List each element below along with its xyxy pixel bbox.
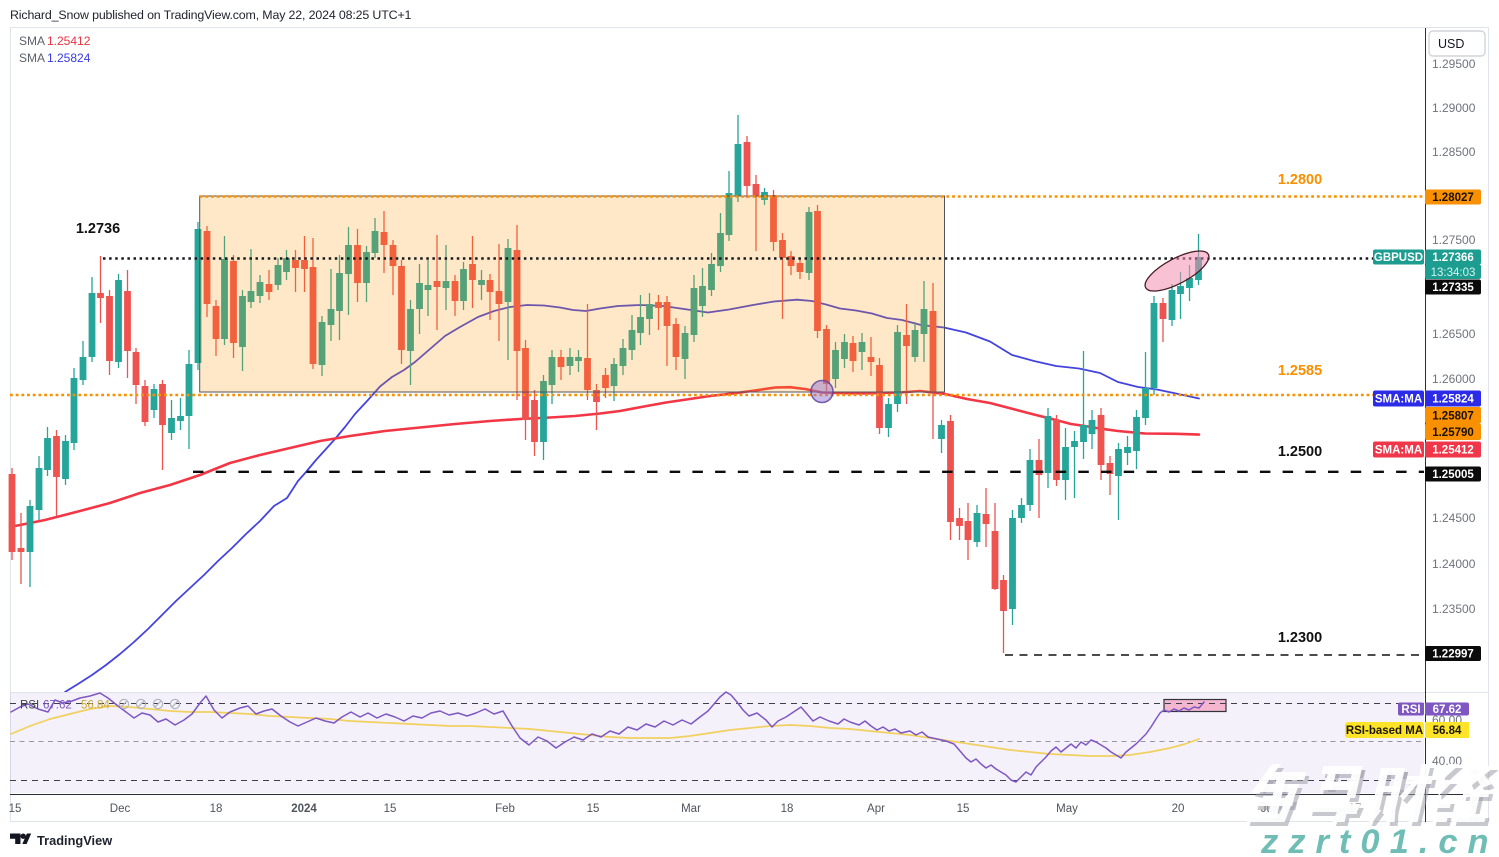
svg-text:18: 18 [210,803,223,815]
svg-text:1.27500: 1.27500 [1432,233,1476,247]
svg-text:Mar: Mar [681,803,701,815]
svg-text:1.2800: 1.2800 [1278,172,1322,188]
svg-text:1.2300: 1.2300 [1278,630,1322,646]
svg-text:1.26500: 1.26500 [1432,327,1476,341]
svg-text:Dec: Dec [110,803,131,815]
svg-text:1.28500: 1.28500 [1432,145,1476,159]
svg-text:1.27366: 1.27366 [1432,252,1474,264]
svg-text:1.25824: 1.25824 [1432,394,1474,406]
svg-text:15: 15 [9,803,22,815]
svg-text:1.24000: 1.24000 [1432,557,1476,571]
svg-text:1.25412: 1.25412 [47,34,91,48]
svg-text:1.2736: 1.2736 [76,221,120,237]
svg-text:RSI-based MA: RSI-based MA [1346,725,1423,737]
svg-text:Richard_Snow published on Trad: Richard_Snow published on TradingView.co… [10,8,412,22]
svg-text:SMA: SMA [19,34,45,48]
svg-text:1.25807: 1.25807 [1432,410,1474,422]
svg-text:GBPUSD: GBPUSD [1374,252,1423,264]
svg-text:May: May [1056,803,1078,815]
svg-text:1.25005: 1.25005 [1432,469,1474,481]
svg-text:67.62: 67.62 [43,700,72,712]
svg-text:1.24500: 1.24500 [1432,511,1476,525]
svg-text:18: 18 [781,803,794,815]
svg-text:Feb: Feb [495,803,515,815]
svg-text:TradingView: TradingView [37,833,112,848]
svg-text:1.22997: 1.22997 [1432,649,1474,661]
svg-text:SMA: SMA [19,51,45,65]
svg-text:15: 15 [587,803,600,815]
svg-text:RSI: RSI [20,700,39,712]
svg-text:56.84: 56.84 [1433,725,1462,737]
svg-text:SMA:MA: SMA:MA [1375,445,1422,457]
svg-text:USD: USD [1438,37,1464,51]
svg-text:1.26000: 1.26000 [1432,372,1476,386]
svg-text:1.25790: 1.25790 [1432,427,1474,439]
svg-text:1.23500: 1.23500 [1432,602,1476,616]
svg-text:zzrt01.cn: zzrt01.cn [1260,823,1499,857]
svg-text:1.29500: 1.29500 [1432,57,1476,71]
svg-text:1.25412: 1.25412 [1432,445,1474,457]
svg-text:RSI: RSI [1401,704,1420,716]
svg-text:56.84: 56.84 [81,700,110,712]
svg-text:13:34:03: 13:34:03 [1431,267,1476,279]
svg-text:2024: 2024 [291,803,317,815]
svg-text:1.2585: 1.2585 [1278,363,1322,379]
svg-text:1.25824: 1.25824 [47,51,91,65]
svg-text:20: 20 [1172,803,1185,815]
svg-text:Apr: Apr [867,803,885,815]
svg-text:1.28027: 1.28027 [1432,192,1474,204]
svg-text:1.27335: 1.27335 [1432,282,1474,294]
svg-text:15: 15 [384,803,397,815]
svg-text:1.2500: 1.2500 [1278,444,1322,460]
svg-text:1.29000: 1.29000 [1432,101,1476,115]
svg-text:67.62: 67.62 [1433,704,1462,716]
svg-text:SMA:MA: SMA:MA [1375,394,1422,406]
svg-text:15: 15 [957,803,970,815]
